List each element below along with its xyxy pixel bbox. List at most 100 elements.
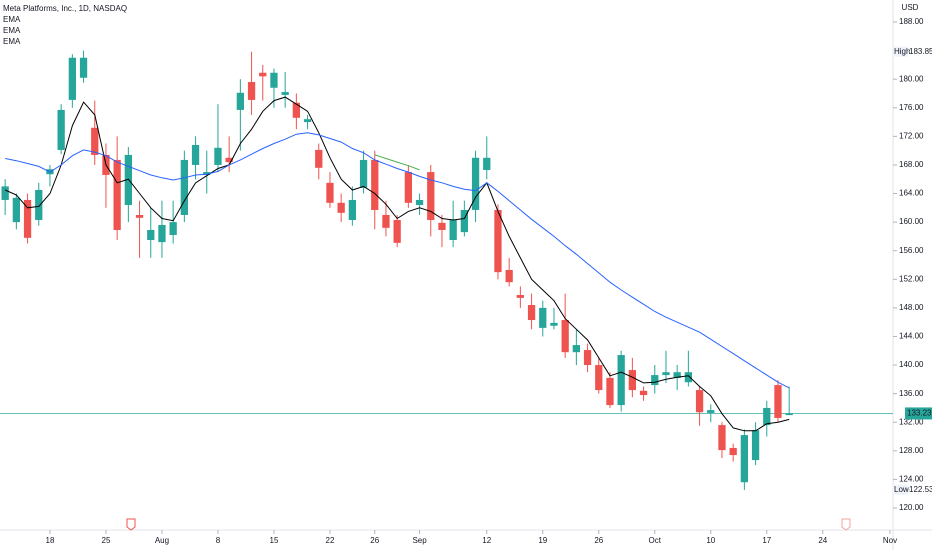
x-tick-label: Aug <box>155 536 169 545</box>
candle-body <box>303 119 312 123</box>
x-tick-label: 17 <box>762 536 771 545</box>
y-tick-label: 156.00 <box>899 246 924 255</box>
y-tick-label: 136.00 <box>899 389 924 398</box>
candle-body <box>438 222 446 230</box>
marker-value: 183.85 <box>909 47 932 56</box>
y-tick-label: 132.00 <box>899 417 924 426</box>
legend-entry: EMA <box>3 15 21 24</box>
candle-body <box>527 305 536 321</box>
candle-body <box>91 127 99 155</box>
candle-body <box>135 214 144 218</box>
candle-body <box>214 147 222 165</box>
candle-body <box>180 159 188 215</box>
candle-body <box>617 355 625 406</box>
candle-body <box>539 307 547 328</box>
y-tick-label: 152.00 <box>899 274 924 283</box>
candle-body <box>740 435 749 483</box>
y-tick-label: 160.00 <box>899 217 924 226</box>
candle-body <box>415 199 424 205</box>
candle-body <box>427 172 435 220</box>
candle-body <box>628 370 637 391</box>
marker-name-box <box>892 46 908 57</box>
candle-body <box>684 372 693 383</box>
candle-body <box>203 172 211 175</box>
candle-body <box>729 447 737 456</box>
candle-body <box>763 407 771 426</box>
candle-body <box>113 159 121 230</box>
candle-body <box>751 430 760 461</box>
candle-body <box>774 385 782 418</box>
y-tick-label: 144.00 <box>899 332 924 341</box>
candle-body <box>236 92 244 110</box>
candle-body <box>359 159 368 188</box>
candle-body <box>707 410 715 413</box>
last-price-label: 133.23 <box>907 409 932 418</box>
y-tick-label: 180.00 <box>899 74 924 83</box>
marker-value: 122.53 <box>909 485 932 494</box>
marker-name: Low <box>894 485 909 494</box>
candle-body <box>371 159 379 210</box>
candle-body <box>785 413 793 416</box>
candle-body <box>191 144 200 165</box>
x-tick-label: Sep <box>412 536 427 545</box>
legend-entry: EMA <box>3 37 21 46</box>
x-tick-label: 25 <box>102 536 111 545</box>
candle-body <box>505 270 513 283</box>
ema-line <box>4 96 790 432</box>
marker-name-box <box>892 484 908 495</box>
candle-body <box>270 72 278 88</box>
candle-body <box>68 57 76 100</box>
candle-body <box>639 390 648 396</box>
candle-body <box>247 82 256 100</box>
x-tick-label: 10 <box>706 536 715 545</box>
last-price-box <box>905 407 932 420</box>
candle-body <box>382 214 390 228</box>
candle-body <box>695 390 704 413</box>
y-tick-label: 124.00 <box>899 475 924 484</box>
legend: Meta Platforms, Inc., 1D, NASDAQ EMA EMA E… <box>3 4 127 46</box>
candle-body <box>662 372 670 376</box>
candle-body <box>561 320 569 353</box>
candle-body <box>337 202 345 213</box>
chart-title: Meta Platforms, Inc., 1D, NASDAQ <box>3 4 127 13</box>
plot-area <box>0 50 893 490</box>
legend-entry: EMA <box>3 26 21 35</box>
candle-body <box>147 229 155 240</box>
candle-body <box>292 102 301 118</box>
candle-body <box>550 322 558 326</box>
candle-body <box>673 372 681 378</box>
candle-body <box>259 72 267 77</box>
x-tick-label: 26 <box>594 536 603 545</box>
candle-body <box>326 182 334 203</box>
y-tick-label: 140.00 <box>899 360 924 369</box>
candle-body <box>12 197 20 223</box>
candle-body <box>583 350 592 366</box>
candle-body <box>169 222 177 235</box>
candle-body <box>516 295 525 298</box>
candle-body <box>606 377 614 406</box>
candle-body <box>57 109 65 150</box>
currency: USD <box>902 3 919 12</box>
x-tick-label: 19 <box>538 536 547 545</box>
x-tick-label: Oct <box>649 536 662 545</box>
y-tick-label: 168.00 <box>899 160 924 169</box>
candle-body <box>315 149 323 168</box>
x-tick-label: 12 <box>482 536 491 545</box>
marker-name: High <box>894 47 910 56</box>
candle-body <box>483 157 491 170</box>
ema-line <box>374 154 420 171</box>
candle-body <box>79 57 88 78</box>
y-tick-label: 176.00 <box>899 103 924 112</box>
candle-body <box>35 189 43 220</box>
x-tick-label: 22 <box>326 536 335 545</box>
candle-body <box>460 209 469 233</box>
candle-body <box>595 365 603 391</box>
x-tick-label: 24 <box>818 536 827 545</box>
y-tick-label: 148.00 <box>899 303 924 312</box>
x-tick-label: Nov <box>883 536 897 545</box>
candle-body <box>718 425 726 451</box>
y-tick-label: 188.00 <box>899 17 924 26</box>
candle-body <box>393 219 401 243</box>
